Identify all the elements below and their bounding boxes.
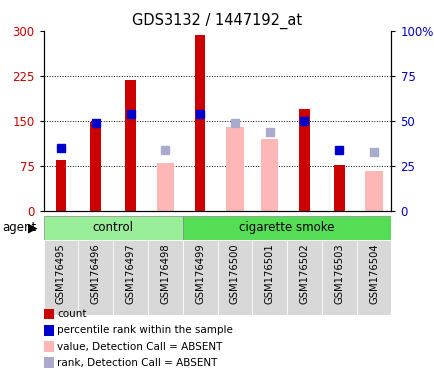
Bar — [365, 171, 382, 211]
Bar — [78, 240, 113, 315]
Bar — [90, 122, 101, 211]
Text: GSM176497: GSM176497 — [125, 244, 135, 305]
Bar — [226, 127, 243, 211]
Text: GSM176495: GSM176495 — [56, 244, 66, 305]
Bar — [333, 165, 344, 211]
Bar — [182, 240, 217, 315]
Text: GSM176498: GSM176498 — [160, 244, 170, 305]
Bar — [252, 240, 286, 315]
Bar — [43, 215, 182, 240]
Text: ▶: ▶ — [28, 221, 38, 234]
Text: percentile rank within the sample: percentile rank within the sample — [57, 325, 233, 335]
Text: GSM176502: GSM176502 — [299, 244, 309, 305]
Text: GSM176503: GSM176503 — [334, 244, 343, 305]
Bar — [182, 215, 391, 240]
Text: GSM176500: GSM176500 — [230, 244, 239, 305]
Bar — [356, 240, 391, 315]
Bar — [286, 240, 321, 315]
Bar — [321, 240, 356, 315]
Text: rank, Detection Call = ABSENT: rank, Detection Call = ABSENT — [57, 358, 217, 368]
Bar — [156, 163, 174, 211]
Bar — [299, 109, 309, 211]
Text: count: count — [57, 309, 87, 319]
Bar — [260, 139, 278, 211]
Bar — [56, 160, 66, 211]
Text: GSM176504: GSM176504 — [368, 244, 378, 305]
Text: control: control — [92, 221, 133, 234]
Text: agent: agent — [2, 221, 36, 234]
Bar — [43, 240, 78, 315]
Text: GSM176501: GSM176501 — [264, 244, 274, 305]
Text: cigarette smoke: cigarette smoke — [239, 221, 334, 234]
Bar — [125, 80, 135, 211]
Bar — [113, 240, 148, 315]
Bar — [194, 35, 205, 211]
Text: value, Detection Call = ABSENT: value, Detection Call = ABSENT — [57, 341, 222, 351]
Bar — [148, 240, 182, 315]
Text: GSM176499: GSM176499 — [195, 244, 204, 305]
Text: GSM176496: GSM176496 — [91, 244, 100, 305]
Bar — [217, 240, 252, 315]
Title: GDS3132 / 1447192_at: GDS3132 / 1447192_at — [132, 13, 302, 29]
